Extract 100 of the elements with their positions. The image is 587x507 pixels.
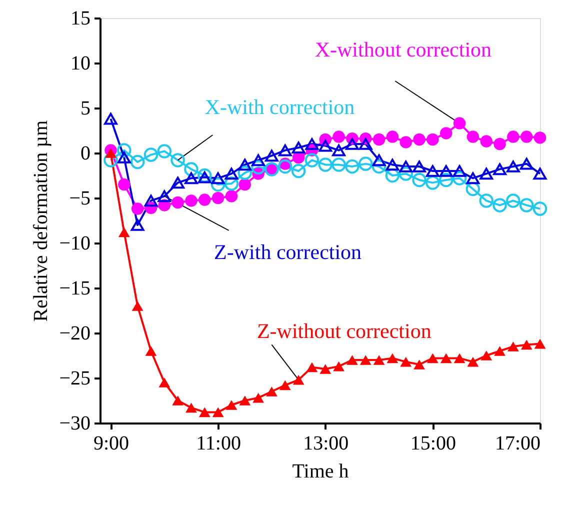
point <box>292 374 304 385</box>
point <box>104 153 118 168</box>
point <box>157 144 172 158</box>
point <box>184 162 198 176</box>
point <box>332 144 346 156</box>
point <box>532 202 548 216</box>
point <box>226 400 238 410</box>
point <box>426 165 440 177</box>
point <box>170 153 185 168</box>
point <box>507 130 520 143</box>
point <box>466 130 480 143</box>
point <box>172 396 184 406</box>
point <box>534 132 546 144</box>
y-tick-label: 15 <box>70 8 90 30</box>
point <box>372 133 386 146</box>
point <box>198 407 210 418</box>
point <box>492 198 507 212</box>
x-tick-label: 11:00 <box>196 432 241 454</box>
point <box>345 138 359 150</box>
point <box>252 392 264 403</box>
point <box>494 346 506 356</box>
point <box>320 364 332 374</box>
point <box>265 150 278 162</box>
point <box>400 356 412 367</box>
point <box>412 160 426 172</box>
y-tick-label: −15 <box>59 278 90 300</box>
point <box>130 219 144 231</box>
point <box>385 168 400 183</box>
point <box>198 171 212 184</box>
point <box>118 178 130 191</box>
point <box>332 130 345 143</box>
point <box>360 355 372 365</box>
x-axis-title: Time h <box>292 460 349 482</box>
point <box>332 158 346 172</box>
point <box>345 159 360 174</box>
point <box>184 172 198 184</box>
point <box>440 127 452 140</box>
point <box>398 166 413 181</box>
point <box>198 194 211 206</box>
point <box>333 361 344 372</box>
point <box>131 202 144 215</box>
text: X-without correction <box>314 37 492 62</box>
point <box>304 153 320 168</box>
point <box>479 194 494 208</box>
point <box>212 407 224 418</box>
point <box>306 362 318 372</box>
point <box>480 168 494 180</box>
point <box>318 158 332 172</box>
point <box>144 148 158 162</box>
point <box>438 172 454 188</box>
point <box>506 160 520 172</box>
point <box>224 176 239 191</box>
point <box>132 301 144 311</box>
point <box>158 190 172 202</box>
point <box>506 194 520 208</box>
point <box>224 168 238 180</box>
point <box>452 165 466 177</box>
y-tick-label: 0 <box>80 142 90 164</box>
point <box>454 353 466 364</box>
point <box>210 177 226 192</box>
x-tick-label: 13:00 <box>303 432 349 454</box>
point <box>104 112 118 125</box>
point <box>507 342 519 352</box>
point <box>318 140 332 152</box>
point <box>130 154 145 170</box>
point <box>117 143 132 158</box>
point <box>117 152 131 164</box>
point <box>305 138 319 150</box>
point <box>452 171 467 186</box>
y-tick-label: −20 <box>59 322 90 344</box>
point <box>400 136 412 148</box>
point <box>519 198 534 212</box>
point <box>251 160 266 175</box>
point <box>439 165 453 177</box>
point <box>480 135 492 148</box>
x-tick-label: 9:00 <box>93 432 130 454</box>
series-label: Z-without correction <box>256 319 432 343</box>
point <box>386 158 400 171</box>
text: Z-with correction <box>214 240 362 264</box>
point <box>534 338 546 349</box>
point <box>278 144 292 156</box>
point <box>520 340 532 350</box>
point <box>399 160 413 172</box>
y-axis-title: Relative deformation µm <box>30 120 52 322</box>
point <box>426 133 439 146</box>
point <box>266 386 278 396</box>
point <box>279 380 291 390</box>
y-tick-label: −5 <box>69 188 90 210</box>
point <box>520 158 534 170</box>
point <box>480 350 492 360</box>
point <box>533 168 547 180</box>
point <box>466 182 480 196</box>
y-tick-label: 10 <box>70 52 90 74</box>
series-label: X-with correction <box>204 94 356 119</box>
point <box>373 355 385 365</box>
point <box>239 396 251 406</box>
point <box>158 378 170 388</box>
point <box>171 176 185 189</box>
point <box>211 172 225 184</box>
point <box>291 164 306 178</box>
